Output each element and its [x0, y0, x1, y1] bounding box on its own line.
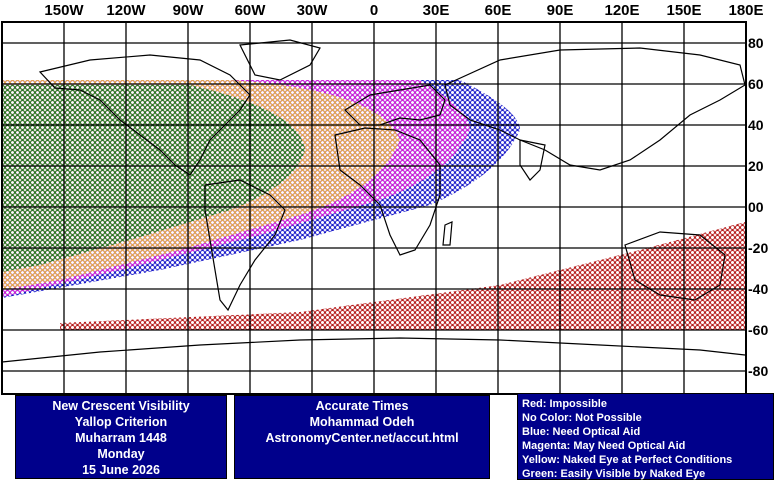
lat-label-00: 00 [748, 199, 764, 215]
info-date: 15 June 2026 [82, 463, 160, 477]
lon-label-120w: 120W [106, 2, 146, 19]
info-month: Muharram 1448 [75, 431, 167, 445]
legend-red: Red: Impossible [522, 398, 607, 410]
legend-green: Green: Easily Visible by Naked Eye [522, 468, 706, 480]
info-weekday: Monday [97, 447, 145, 461]
lon-label-90e: 90E [546, 2, 574, 19]
lon-label-120e: 120E [604, 2, 640, 19]
info-criterion: Yallop Criterion [74, 415, 168, 429]
legend-box: Red: Impossible No Color: Not Possible B… [517, 393, 774, 480]
world-map [1, 21, 747, 395]
credits-line1: Accurate Times [315, 399, 409, 413]
lon-label-30w: 30W [296, 2, 328, 19]
lon-label-180e: 180E [728, 2, 764, 19]
lon-label-60w: 60W [234, 2, 266, 19]
zone-green [2, 85, 305, 272]
lon-label-150e: 150E [666, 2, 702, 19]
info-title: New Crescent Visibility [52, 399, 190, 413]
credits-url: AstronomyCenter.net/accut.html [265, 431, 459, 445]
lat-label-minus60: -60 [748, 322, 769, 338]
lat-label-minus80: -80 [748, 363, 769, 379]
lat-label-60: 60 [748, 76, 764, 92]
continent-outlines [2, 39, 746, 363]
lat-label-40: 40 [748, 117, 764, 133]
lon-label-90w: 90W [172, 2, 204, 19]
lon-label-150w: 150W [44, 2, 84, 19]
lon-label-60e: 60E [484, 2, 512, 19]
lon-label-30e: 30E [422, 2, 450, 19]
lon-label-0: 0 [369, 2, 379, 19]
credits-line2: Mohammad Odeh [309, 415, 415, 429]
legend-no-color: No Color: Not Possible [522, 412, 642, 424]
lat-label-minus40: -40 [748, 281, 769, 297]
crescent-info-box: New Crescent Visibility Yallop Criterion… [15, 395, 227, 479]
legend-blue: Blue: Need Optical Aid [522, 426, 641, 438]
credits-box: Accurate Times Mohammad Odeh AstronomyCe… [234, 395, 490, 479]
legend-yellow: Yellow: Naked Eye at Perfect Conditions [522, 454, 733, 466]
lat-label-20: 20 [748, 158, 764, 174]
lat-label-80: 80 [748, 35, 764, 51]
grid-lines [2, 22, 746, 394]
zone-red [60, 222, 745, 330]
lat-label-minus20: -20 [748, 240, 769, 256]
map-frame [1, 21, 747, 395]
legend-magenta: Magenta: May Need Optical Aid [522, 440, 686, 452]
